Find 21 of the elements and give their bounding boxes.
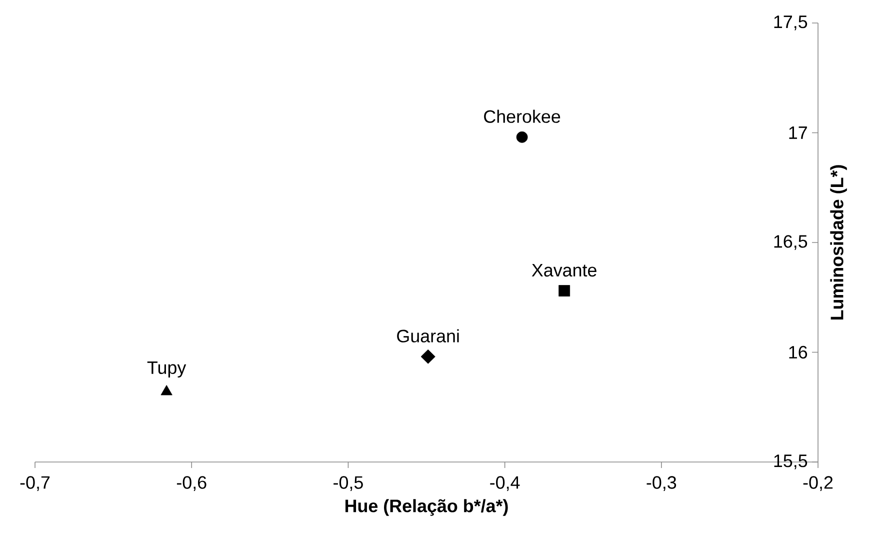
point <box>516 131 528 143</box>
series-label: Cherokee <box>484 110 560 123</box>
y-tick-label: 17,5 <box>774 16 808 30</box>
y-tick-label: 16 <box>789 346 808 359</box>
x-tick-label: -0,7 <box>20 476 50 491</box>
series-label: Guarani <box>397 329 459 342</box>
point <box>420 349 436 364</box>
y-axis-title: Luminosidade (L*) <box>830 165 847 320</box>
x-axis-title: Hue (Relação b*/a*) <box>345 499 508 516</box>
x-tick-label: -0,3 <box>646 476 676 491</box>
point <box>160 385 172 396</box>
series-label: Tupy <box>147 361 186 378</box>
x-tick-label: -0,2 <box>803 476 833 491</box>
x-tick-label: -0,4 <box>490 476 520 491</box>
point <box>558 285 570 296</box>
y-tick-label: 17 <box>789 126 807 139</box>
series-label: Xavante <box>532 264 596 277</box>
y-tick-label: 16,5 <box>774 235 808 250</box>
y-tick-label: 15,5 <box>774 454 808 470</box>
x-tick-label: -0,6 <box>176 476 206 491</box>
x-tick-label: -0,5 <box>334 476 363 491</box>
